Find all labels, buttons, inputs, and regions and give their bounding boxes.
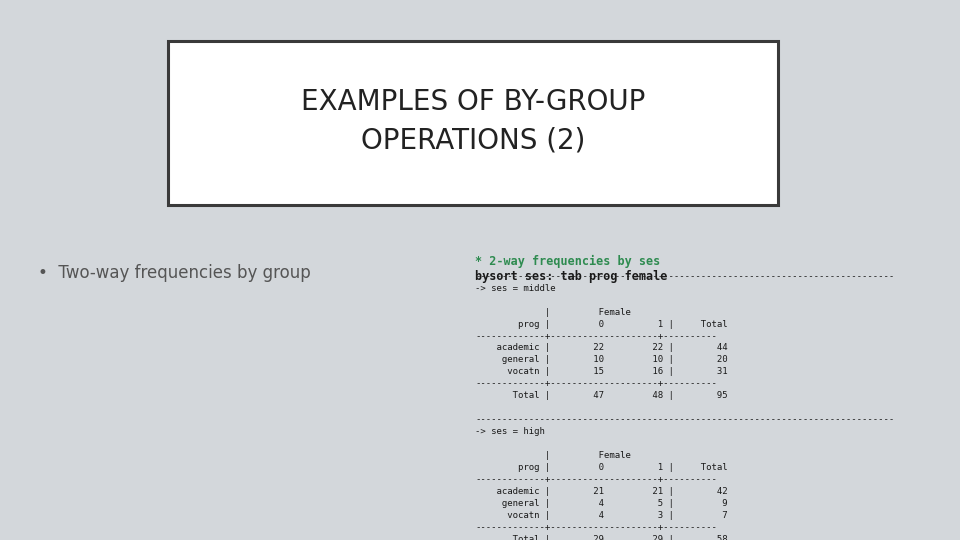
Text: ------------------------------------------------------------------------------
-: ----------------------------------------… (475, 272, 895, 540)
Text: EXAMPLES OF BY-GROUP
OPERATIONS (2): EXAMPLES OF BY-GROUP OPERATIONS (2) (301, 88, 645, 155)
Text: * 2-way frequencies by ses: * 2-way frequencies by ses (475, 255, 660, 268)
Text: •  Two-way frequencies by group: • Two-way frequencies by group (38, 264, 311, 282)
Text: bysort ses: tab prog female: bysort ses: tab prog female (475, 270, 667, 283)
